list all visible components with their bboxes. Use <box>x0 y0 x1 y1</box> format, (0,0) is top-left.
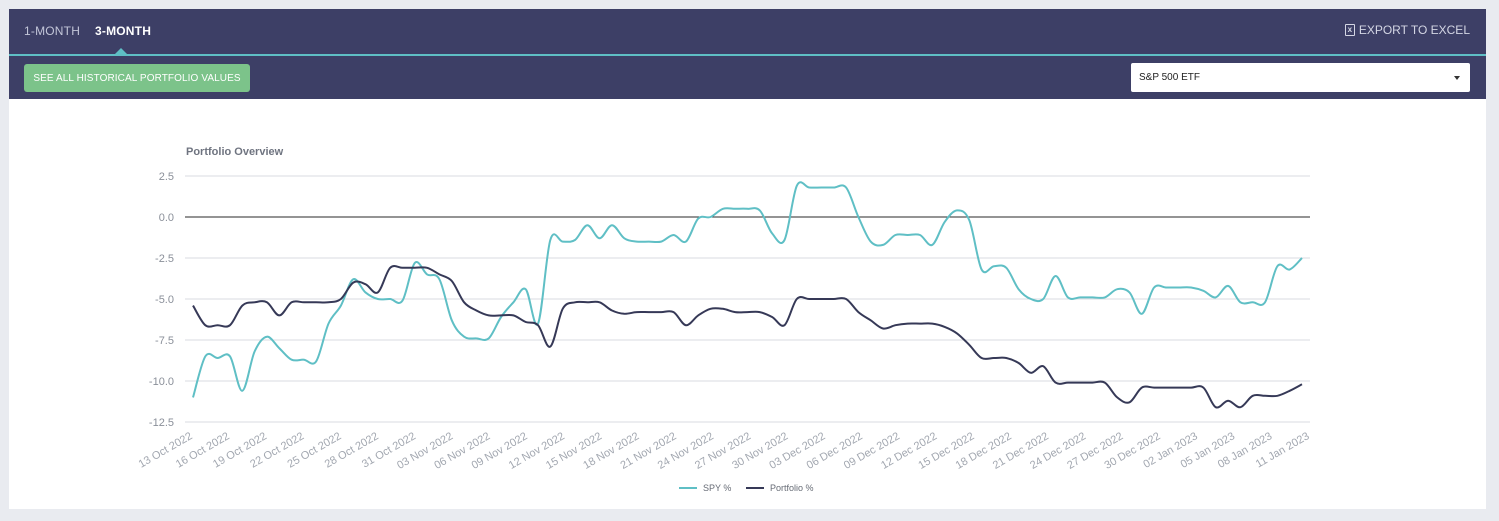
y-tick-label: -12.5 <box>149 417 174 429</box>
caret-down-icon <box>1454 76 1460 80</box>
y-tick-label: -2.5 <box>155 253 174 265</box>
y-tick-label: -10.0 <box>149 376 174 388</box>
y-tick-label: 0.0 <box>159 212 174 224</box>
chart-title: Portfolio Overview <box>186 146 284 158</box>
legend-label[interactable]: Portfolio % <box>770 483 814 493</box>
legend-label[interactable]: SPY % <box>703 483 731 493</box>
chart-legend: SPY % Portfolio % <box>679 483 814 493</box>
y-tick-label: 2.5 <box>159 171 174 183</box>
spy-series-line <box>192 181 1303 398</box>
excel-file-icon: x <box>1344 24 1355 36</box>
tab-bar-divider <box>9 54 1486 56</box>
benchmark-select[interactable]: S&P 500 ETF <box>1131 63 1470 92</box>
tab-3-month[interactable]: 3-MONTH <box>95 24 152 38</box>
benchmark-select-value: S&P 500 ETF <box>1139 72 1200 83</box>
tab-1-month[interactable]: 1-MONTH <box>24 24 81 38</box>
see-historical-values-button[interactable]: SEE ALL HISTORICAL PORTFOLIO VALUES <box>24 64 250 92</box>
export-to-excel-button[interactable]: x EXPORT TO EXCEL <box>1344 23 1470 37</box>
y-tick-label: -7.5 <box>155 335 174 347</box>
active-tab-indicator <box>115 48 127 54</box>
period-tab-bar: 1-MONTH 3-MONTH x EXPORT TO EXCEL <box>9 9 1486 55</box>
app-frame: 1-MONTH 3-MONTH x EXPORT TO EXCEL SEE AL… <box>9 9 1486 509</box>
y-tick-label: -5.0 <box>155 294 174 306</box>
portfolio-series-line <box>192 264 1303 409</box>
export-label: EXPORT TO EXCEL <box>1358 23 1470 37</box>
toolbar: SEE ALL HISTORICAL PORTFOLIO VALUES S&P … <box>9 56 1486 99</box>
